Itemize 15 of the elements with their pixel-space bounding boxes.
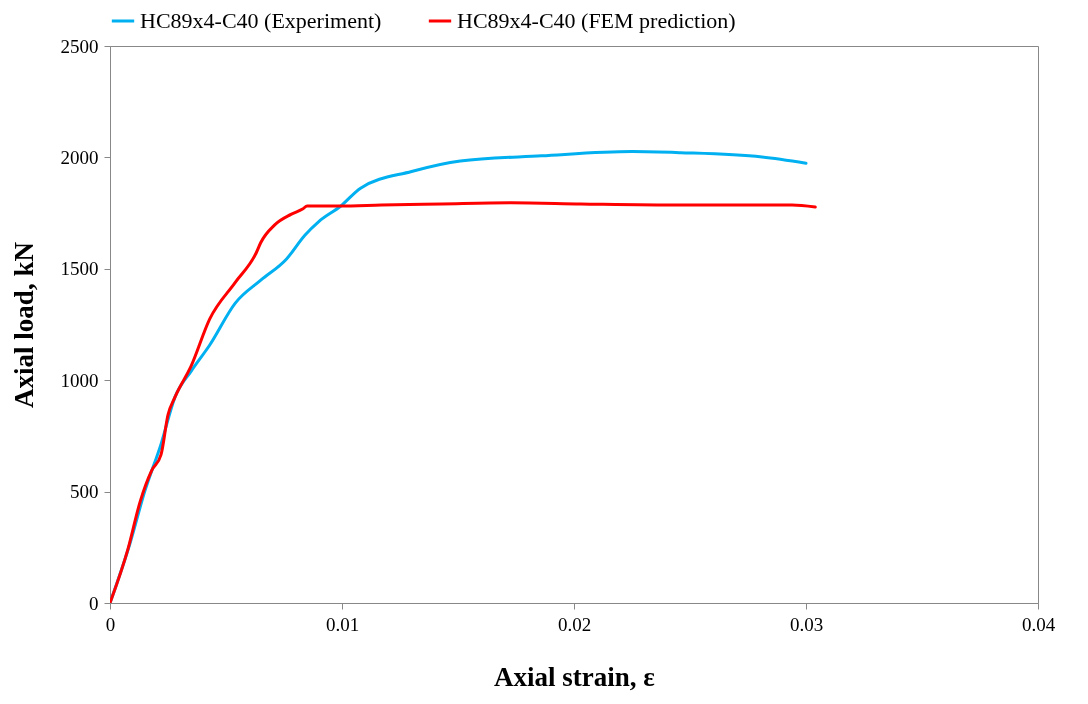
legend-label: HC89x4-C40 (FEM prediction): [457, 8, 736, 33]
x-axis-title: Axial strain, ε: [494, 661, 655, 692]
x-tick-label: 0.02: [557, 613, 592, 635]
y-tick-label: 2000: [60, 146, 99, 168]
legend-label: HC89x4-C40 (Experiment): [140, 8, 382, 33]
x-tick-label: 0.01: [325, 613, 360, 635]
x-tick-label: 0.04: [1021, 613, 1056, 635]
x-tick-label: 0.03: [789, 613, 824, 635]
y-tick-label: 1500: [60, 258, 99, 280]
y-tick-label: 0: [89, 592, 99, 614]
y-tick-label: 2500: [60, 35, 99, 57]
y-tick-label: 500: [70, 481, 99, 503]
x-tick-label: 0: [105, 613, 116, 635]
y-tick-label: 1000: [60, 369, 99, 391]
y-axis-title: Axial load, kN: [8, 241, 39, 408]
